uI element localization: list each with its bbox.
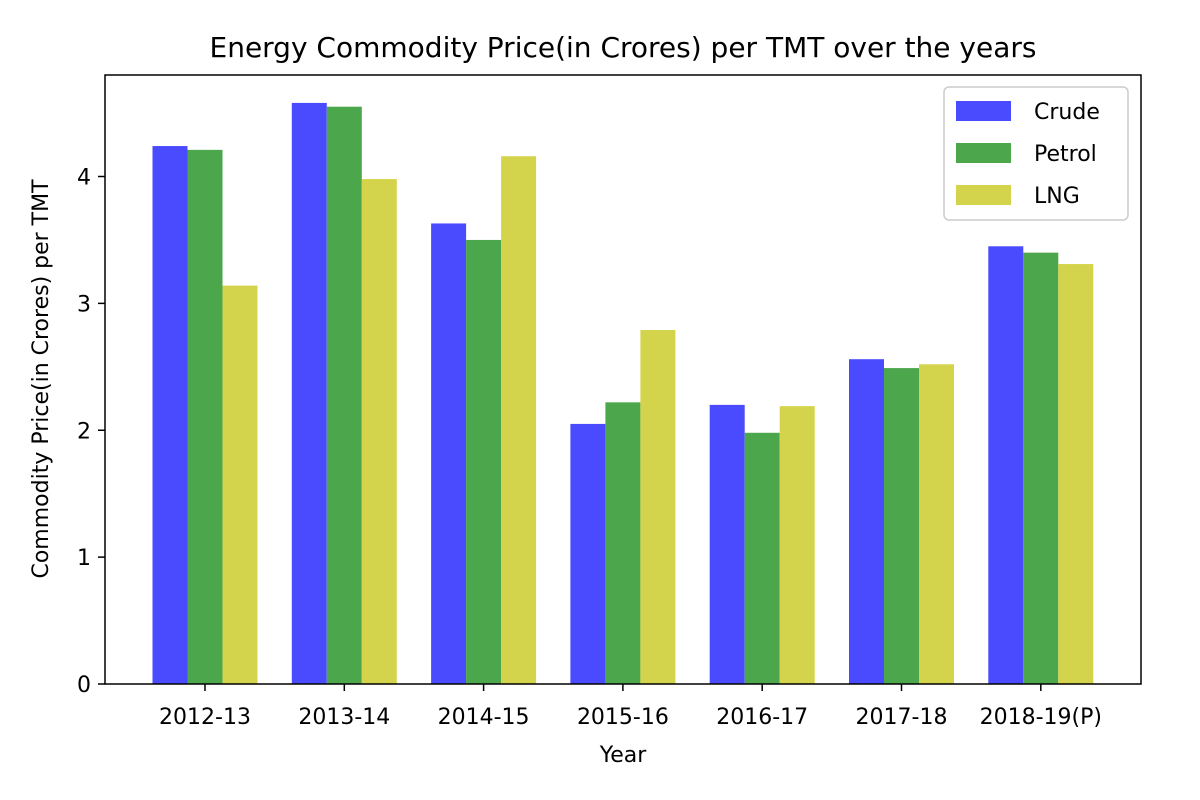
legend-swatch-petrol	[956, 143, 1011, 163]
x-tick-label: 2015-16	[577, 705, 669, 730]
legend-swatch-crude	[956, 101, 1011, 121]
bar-lng-2015-16	[640, 330, 676, 684]
bar-crude-2014-15	[431, 223, 467, 684]
y-tick-label: 0	[77, 673, 91, 698]
legend-swatch-lng	[956, 185, 1011, 205]
bar-petrol-2013-14	[326, 106, 362, 684]
bar-lng-2016-17	[779, 406, 815, 684]
x-tick-label: 2012-13	[159, 705, 251, 730]
bar-crude-2015-16	[570, 423, 606, 684]
bar-crude-2012-13	[152, 146, 188, 685]
y-tick-label: 3	[77, 292, 91, 317]
x-axis-label: Year	[599, 743, 648, 768]
bar-lng-2014-15	[501, 156, 537, 684]
x-axis-ticks: 2012-13 2013-14 2014-15 2015-16 2016-17 2017-…	[159, 684, 1102, 730]
bar-crude-2016-17	[709, 404, 745, 684]
x-tick-label: 2013-14	[298, 705, 390, 730]
legend-label-crude: Crude	[1034, 100, 1100, 125]
bar-petrol-2016-17	[744, 432, 780, 684]
legend-label-petrol: Petrol	[1034, 142, 1097, 167]
bar-lng-2018-19(P)	[1058, 264, 1094, 684]
bar-petrol-2017-18	[884, 368, 919, 684]
bars-layer	[152, 102, 1094, 685]
y-axis-label: Commodity Price(in Crores) per TMT	[29, 179, 54, 579]
bar-petrol-2018-19(P)	[1023, 252, 1059, 684]
chart-title: Energy Commodity Price(in Crores) per TM…	[210, 31, 1037, 64]
bar-crude-2018-19(P)	[988, 246, 1024, 684]
bar-lng-2017-18	[919, 364, 954, 684]
bar-lng-2013-14	[361, 179, 397, 684]
y-axis-ticks: 0 1 2 3 4	[77, 166, 105, 698]
bar-lng-2012-13	[222, 285, 258, 684]
x-tick-label: 2016-17	[716, 705, 808, 730]
bar-petrol-2014-15	[466, 239, 502, 684]
x-tick-label: 2018-19(P)	[980, 705, 1102, 730]
legend: Crude Petrol LNG	[943, 86, 1129, 221]
y-tick-label: 2	[77, 419, 91, 444]
x-tick-label: 2017-18	[856, 705, 948, 730]
bar-crude-2017-18	[849, 359, 884, 684]
y-tick-label: 4	[77, 166, 91, 191]
bar-petrol-2012-13	[187, 149, 223, 684]
bar-crude-2013-14	[291, 102, 327, 685]
bar-petrol-2015-16	[605, 402, 641, 684]
y-tick-label: 1	[77, 546, 91, 571]
x-tick-label: 2014-15	[438, 705, 530, 730]
legend-label-lng: LNG	[1034, 184, 1080, 209]
